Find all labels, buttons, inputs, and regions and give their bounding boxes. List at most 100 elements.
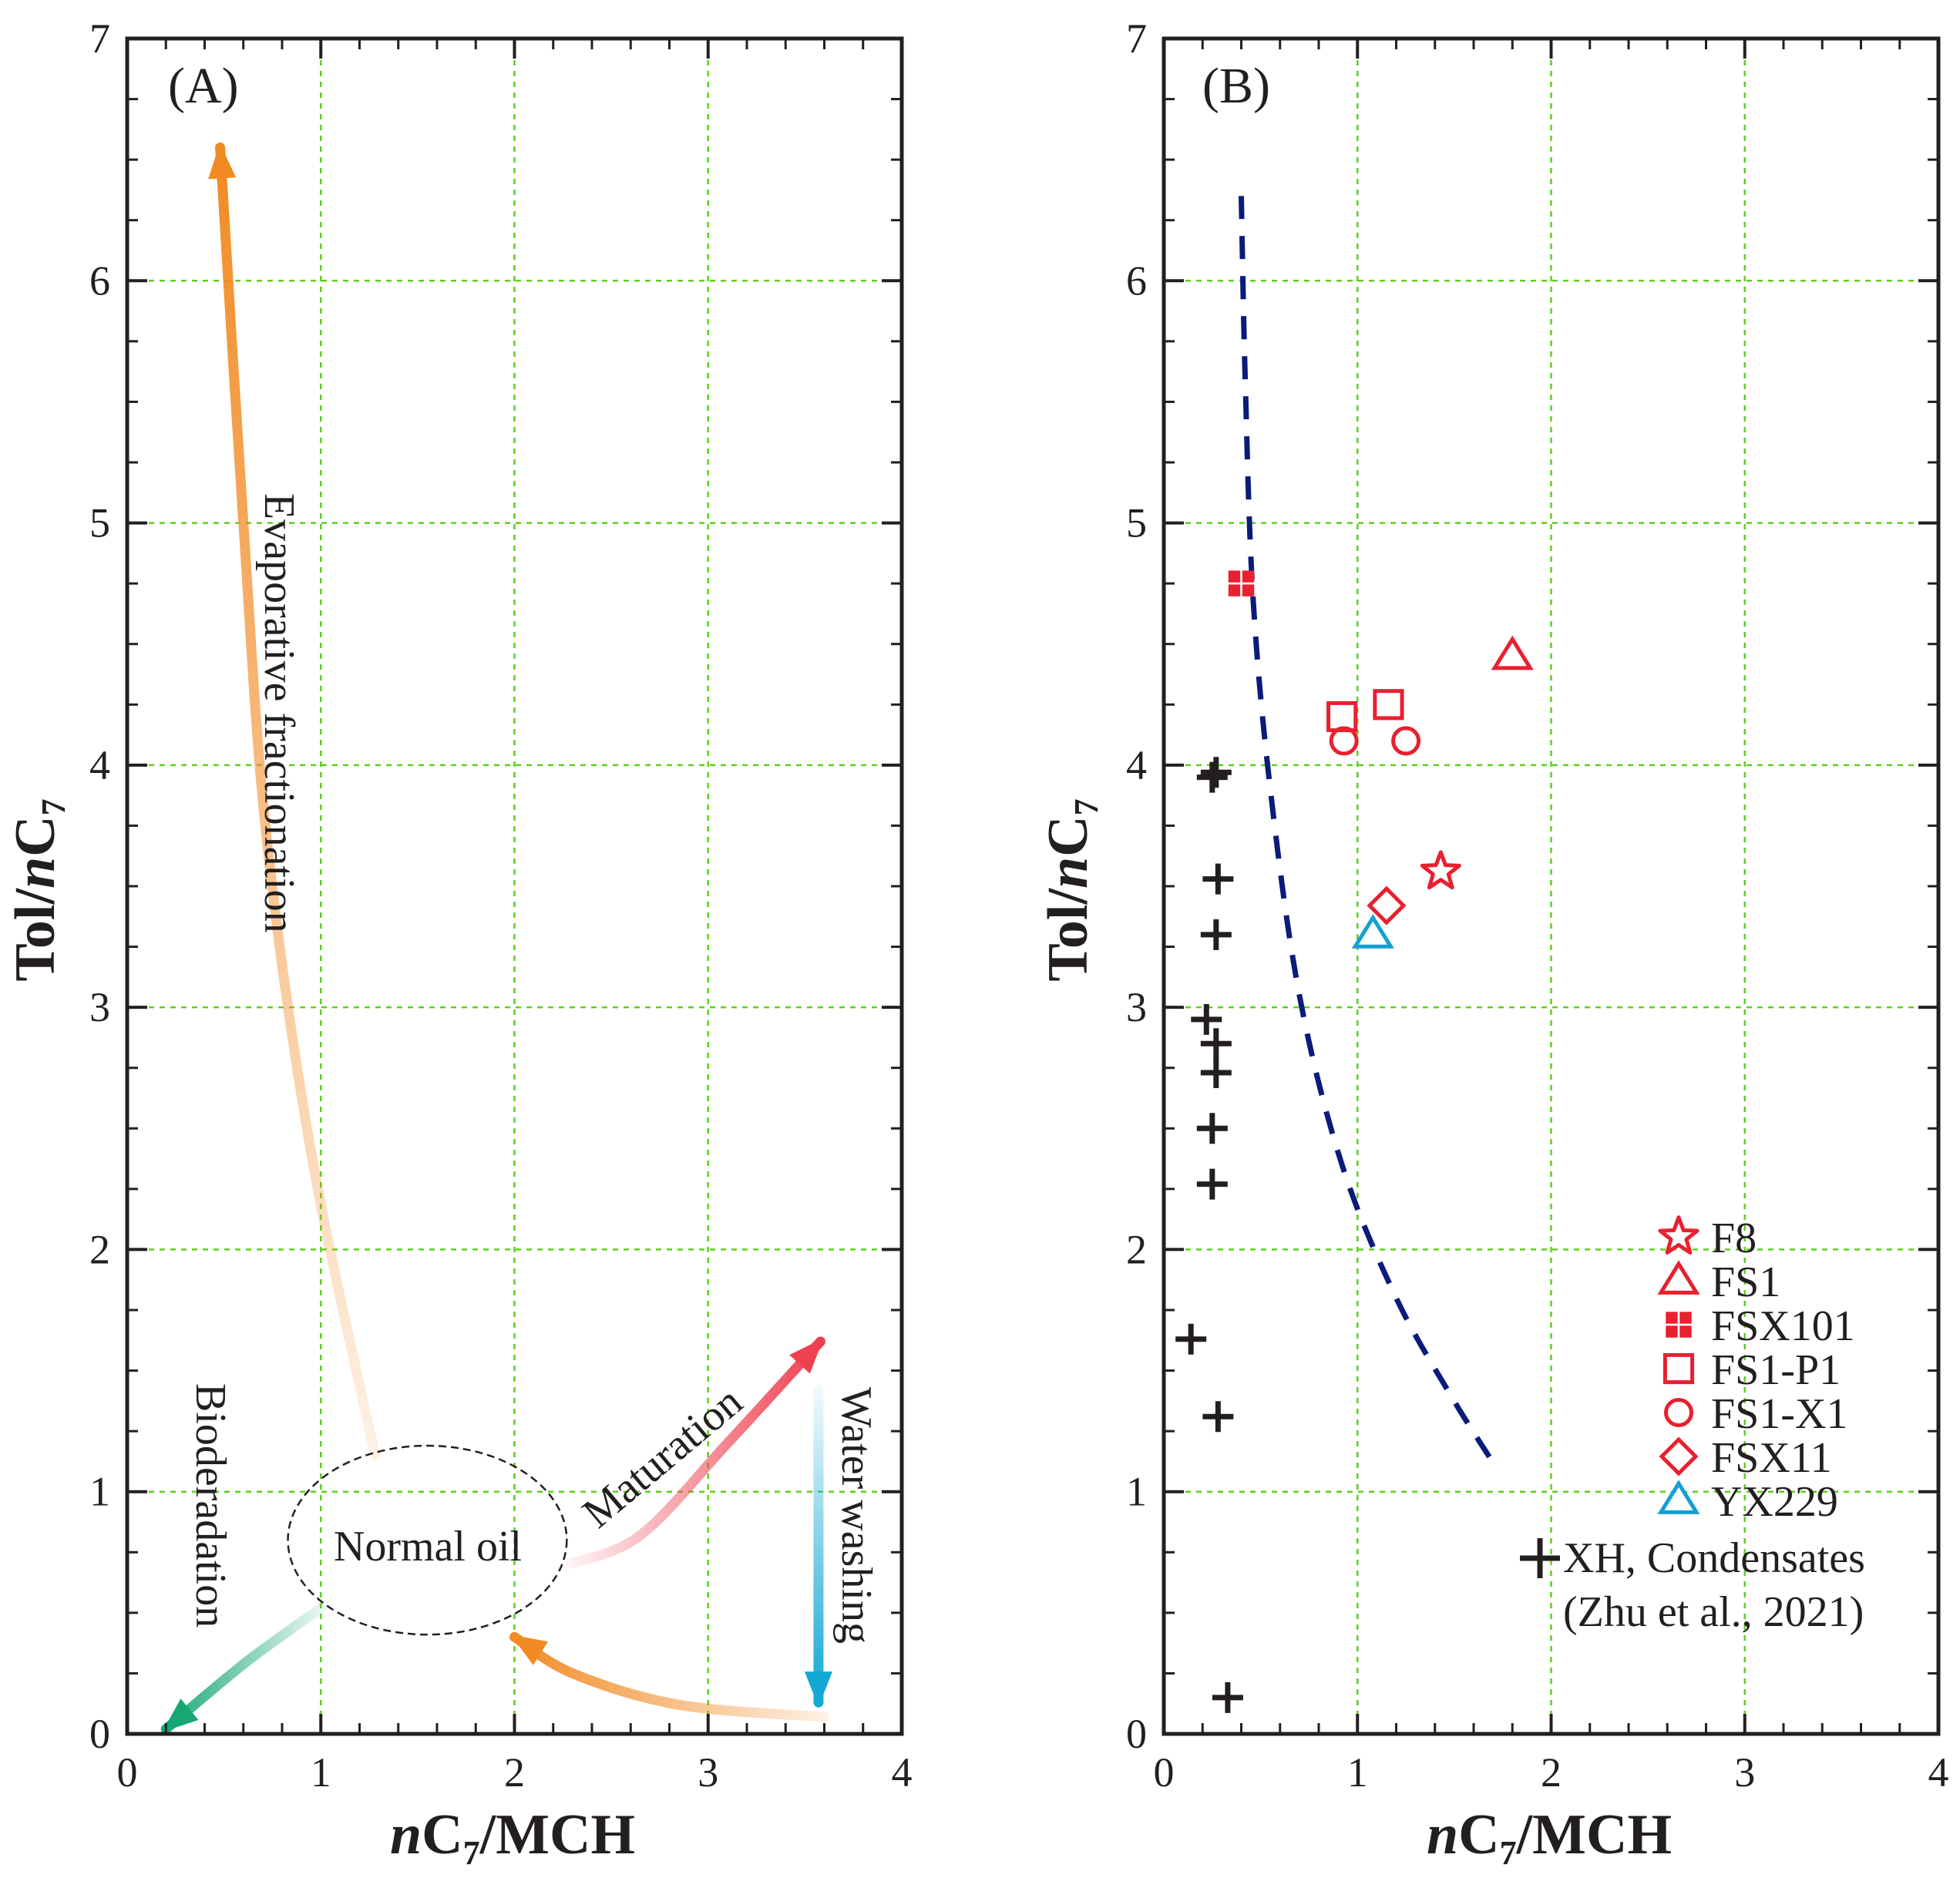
panel-a-y-axis-title: Tol/nC7 [4,798,72,981]
legend-marker-fsx101-quadrant [1666,1312,1678,1324]
panel-a-gridlines [127,39,902,1734]
panel-b-trend-line [1239,196,1496,1464]
panel-b-y-tick-label: 7 [1126,15,1147,62]
evaporative-fractionation-label: Evaporative fractionation [255,493,303,933]
legend-label-fs1: FS1 [1711,1258,1780,1306]
panel-a-y-tick-label: 5 [89,500,110,546]
legend-label-f8: F8 [1711,1214,1757,1262]
point-yx229 [1351,914,1394,949]
panel-b-x-tick-label: 3 [1734,1749,1755,1796]
point-fsx101-quadrant [1228,570,1241,583]
water-washing-label: Water washing [832,1387,880,1644]
arrowhead-biodegradation [162,1698,199,1732]
panel-a-x-tick-label: 1 [311,1749,331,1796]
point-xh-condensates [1196,1113,1228,1144]
point-fsx101-quadrant [1242,584,1255,596]
panel-b-ticks [1162,37,1940,1735]
legend-marker-yx229 [1657,1480,1700,1514]
panel-b: 0 1 2 3 4 0 1 2 3 4 5 6 7 (B) F8 FS1 FSX101 FS1-P1 F… [1037,15,1949,1872]
legend-marker-fsx11 [1659,1436,1699,1477]
panel-a-frame [125,36,904,1736]
legend-markers [1520,1215,1700,1578]
point-xh-condensates [1200,919,1232,950]
panel-b-x-tick-label: 1 [1347,1749,1368,1796]
point-xh-condensates [1196,761,1228,793]
panel-a-x-tick-label: 3 [698,1749,718,1796]
panel-b-y-tick-label: 3 [1126,984,1147,1030]
panel-b-y-axis-title: Tol/nC7 [1037,798,1105,981]
point-fsx101 [1228,570,1255,596]
legend-marker-xh-condensates [1520,1538,1560,1578]
panel-a-y-tick-label: 0 [89,1711,110,1757]
point-xh-condensates [1200,1057,1232,1088]
panel-b-y-tick-label: 4 [1126,742,1147,788]
point-xh-condensates [1212,1681,1243,1713]
panel-a-x-tick-label: 0 [117,1749,138,1796]
point-xh-condensates [1200,757,1232,788]
point-f8 [1420,850,1461,890]
panel-a-ticks [126,37,903,1735]
point-fsx11 [1367,885,1407,926]
panel-a-normal-oil-ellipse [287,1444,568,1636]
legend-label-yx229: YX229 [1711,1478,1838,1526]
panel-b-y-tick-label: 0 [1126,1711,1147,1757]
panel-b-data-points [1175,570,1534,1713]
normal-oil-ellipse [287,1444,568,1636]
point-xh-condensates [1175,1323,1207,1355]
point-xh-condensates [1196,1168,1228,1200]
point-fs1-x1 [1391,726,1421,756]
arrowhead-water-washing [804,1671,832,1708]
panel-b-gridlines [1164,39,1938,1734]
legend-marker-fsx101 [1666,1312,1692,1338]
legend-label-xh-citation: (Zhu et al., 2021) [1563,1588,1864,1636]
panel-a-x-axis-title: nC7/MCH [390,1803,635,1872]
panel-b-y-tick-label: 2 [1126,1226,1147,1272]
legend-marker-fs1 [1657,1260,1700,1295]
arrow-reverse-curve [509,1631,829,1722]
panel-a-y-tick-label: 6 [89,257,110,304]
legend-marker-fsx101-quadrant [1679,1312,1692,1324]
panel-b-label: (B) [1202,58,1270,114]
point-fs1-p1 [1326,700,1358,733]
biodegradation-label: Bioderadation [187,1383,234,1628]
legend-marker-fs1-p1 [1662,1352,1695,1385]
point-fs1 [1491,635,1534,670]
legend-label-xh-condensates: XH, Condensates [1563,1534,1865,1582]
panel-b-x-tick-label: 2 [1541,1749,1562,1796]
panel-a-y-tick-label: 2 [89,1226,110,1272]
point-xh-condensates [1191,1003,1222,1035]
arrowhead-evaporative-fractionation [208,143,237,180]
legend-marker-fsx101-quadrant [1679,1325,1692,1338]
arrowhead-maturation [789,1338,824,1374]
panel-b-x-tick-label: 0 [1154,1749,1175,1796]
panel-a-label: (A) [168,58,239,114]
panel-a-tick-labels: 0 1 2 3 4 0 1 2 3 4 5 6 7 [89,15,913,1796]
panel-b-y-tick-label: 6 [1126,257,1147,304]
legend-label-fsx11: FSX11 [1711,1434,1832,1482]
panel-a-y-tick-label: 3 [89,984,110,1030]
point-xh-condensates [1202,1401,1234,1433]
point-fs1-p1 [1373,689,1404,721]
legend-marker-fs1-x1 [1664,1398,1693,1427]
panel-b-x-tick-label: 4 [1928,1749,1949,1796]
arrow-maturation [563,1336,825,1570]
legend-label-fs1-x1: FS1-X1 [1711,1390,1847,1438]
legend-label-fsx101: FSX101 [1711,1302,1855,1350]
panel-a-y-tick-label: 1 [89,1469,110,1515]
arrowhead-reverse-curve [510,1634,548,1665]
panel-b-y-tick-label: 5 [1126,500,1147,546]
panel-b-y-tick-label: 1 [1126,1469,1147,1515]
legend-label-fs1-p1: FS1-P1 [1711,1346,1841,1394]
panel-b-x-axis-title: nC7/MCH [1427,1803,1672,1872]
legend-marker-f8 [1658,1215,1699,1255]
trend-line-curve [1239,196,1496,1464]
legend-marker-fsx101-quadrant [1666,1325,1678,1338]
point-xh-condensates [1202,863,1234,895]
panel-b-legend: F8 FS1 FSX101 FS1-P1 FS1-X1 FSX11 YX229 … [1520,1214,1865,1636]
point-xh-condensates [1200,1028,1232,1060]
point-fs1-x1 [1329,726,1359,756]
panel-a-x-tick-label: 4 [892,1749,913,1796]
panel-a-y-tick-label: 4 [89,742,110,788]
panel-b-tick-labels: 0 1 2 3 4 0 1 2 3 4 5 6 7 [1126,15,1949,1796]
